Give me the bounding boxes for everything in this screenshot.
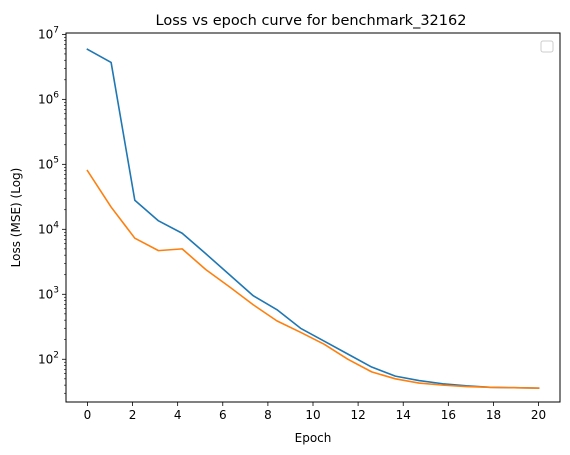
x-axis-label: Epoch	[295, 431, 332, 445]
x-tick-label: 6	[219, 408, 227, 422]
x-tick-label: 2	[129, 408, 137, 422]
series-layer	[86, 48, 540, 389]
x-tick-label: 16	[441, 408, 456, 422]
x-tick-label: 10	[305, 408, 320, 422]
x-tick-label: 12	[350, 408, 365, 422]
y-tick-label: 104	[38, 220, 59, 236]
chart-title: Loss vs epoch curve for benchmark_32162	[156, 13, 467, 29]
x-tick-label: 0	[84, 408, 92, 422]
series-line-1	[86, 48, 540, 389]
x-tick-label: 8	[264, 408, 272, 422]
y-tick-label: 107	[38, 25, 59, 41]
x-tick-label: 20	[531, 408, 546, 422]
x-tick-label: 14	[396, 408, 411, 422]
x-axis-ticks: 0 2 4 6 8 10 12 14 16 18 20	[84, 402, 546, 422]
y-axis-label: Loss (MSE) (Log)	[9, 168, 23, 268]
y-tick-label: 103	[38, 285, 59, 301]
legend-box	[540, 40, 554, 53]
series-line-2	[86, 169, 540, 389]
y-axis-ticks: 102 103 104 105 106 107	[38, 25, 66, 394]
x-tick-label: 4	[174, 408, 182, 422]
plot-area	[66, 33, 560, 402]
y-tick-label: 105	[38, 155, 59, 171]
x-tick-label: 18	[486, 408, 501, 422]
y-tick-label: 106	[38, 90, 59, 106]
y-tick-label: 102	[38, 350, 59, 366]
